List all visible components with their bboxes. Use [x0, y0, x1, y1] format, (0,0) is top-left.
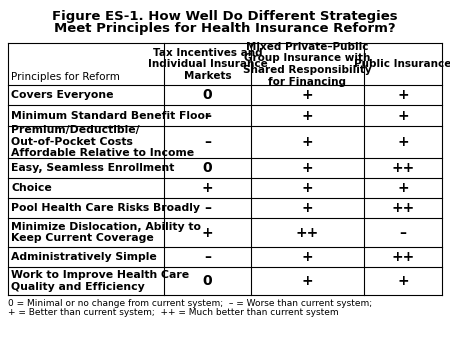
Text: +: +: [397, 274, 409, 288]
Text: + = Better than current system;  ++ = Much better than current system: + = Better than current system; ++ = Muc…: [8, 308, 338, 317]
Text: +: +: [397, 108, 409, 123]
Text: +: +: [397, 89, 409, 102]
Text: +: +: [302, 161, 313, 175]
Text: +: +: [202, 225, 213, 240]
Text: Public Insurance: Public Insurance: [354, 59, 450, 69]
Text: –: –: [204, 108, 211, 123]
Text: Figure ES-1. How Well Do Different Strategies: Figure ES-1. How Well Do Different Strat…: [52, 10, 398, 23]
Text: ++: ++: [392, 250, 414, 264]
Text: +: +: [302, 274, 313, 288]
Text: Administratively Simple: Administratively Simple: [11, 252, 157, 262]
Text: Covers Everyone: Covers Everyone: [11, 91, 113, 100]
Text: –: –: [204, 201, 211, 215]
Text: Premium/Deductible/
Out-of-Pocket Costs
Affordable Relative to Income: Premium/Deductible/ Out-of-Pocket Costs …: [11, 125, 194, 159]
Text: +: +: [302, 181, 313, 195]
Text: –: –: [204, 250, 211, 264]
Text: +: +: [202, 181, 213, 195]
Text: Choice: Choice: [11, 183, 52, 193]
Text: +: +: [397, 135, 409, 149]
Text: +: +: [302, 135, 313, 149]
Text: Meet Principles for Health Insurance Reform?: Meet Principles for Health Insurance Ref…: [54, 22, 396, 35]
Text: Minimize Dislocation, Ability to
Keep Current Coverage: Minimize Dislocation, Ability to Keep Cu…: [11, 222, 201, 243]
Text: Pool Health Care Risks Broadly: Pool Health Care Risks Broadly: [11, 203, 200, 213]
Text: +: +: [397, 181, 409, 195]
Text: ++: ++: [392, 201, 414, 215]
Text: Principles for Reform: Principles for Reform: [11, 72, 120, 82]
Text: +: +: [302, 250, 313, 264]
Text: –: –: [204, 135, 211, 149]
Text: 0: 0: [203, 161, 212, 175]
Text: Easy, Seamless Enrollment: Easy, Seamless Enrollment: [11, 163, 175, 173]
Text: ++: ++: [392, 161, 414, 175]
Text: Mixed Private–Public
Group Insurance with
Shared Responsibility
for Financing: Mixed Private–Public Group Insurance wit…: [243, 42, 372, 87]
Text: Minimum Standard Benefit Floor: Minimum Standard Benefit Floor: [11, 111, 211, 121]
Text: ++: ++: [296, 225, 319, 240]
Text: +: +: [302, 108, 313, 123]
Text: 0: 0: [203, 274, 212, 288]
Text: +: +: [302, 201, 313, 215]
Text: 0: 0: [203, 89, 212, 102]
Text: Tax Incentives and
Individual Insurance
Markets: Tax Incentives and Individual Insurance …: [148, 48, 267, 81]
Text: +: +: [302, 89, 313, 102]
Text: 0 = Minimal or no change from current system;  – = Worse than current system;: 0 = Minimal or no change from current sy…: [8, 299, 372, 308]
Text: –: –: [400, 225, 406, 240]
Text: Work to Improve Health Care
Quality and Efficiency: Work to Improve Health Care Quality and …: [11, 270, 189, 292]
